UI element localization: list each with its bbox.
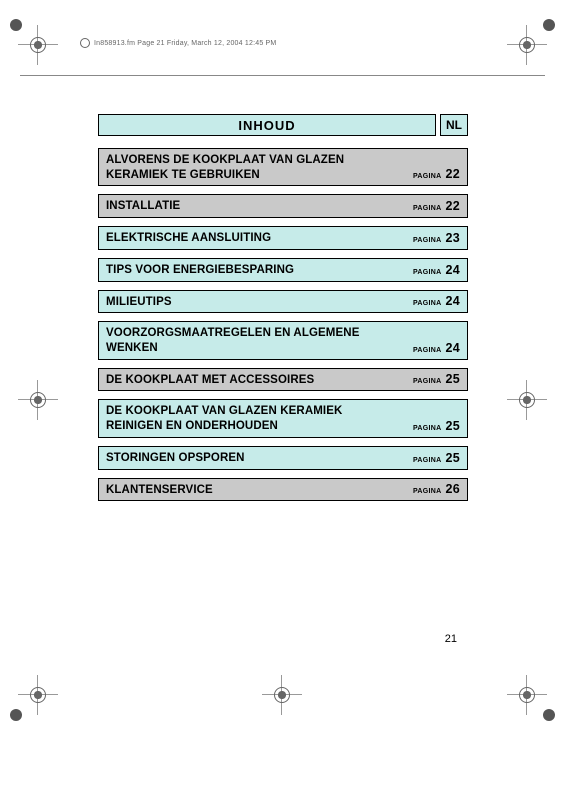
page-number: 21	[445, 633, 457, 645]
toc-row: INSTALLATIE PAGINA 22	[98, 194, 468, 218]
toc-title: MILIEUTIPS	[106, 295, 382, 310]
toc-page: PAGINA 26	[413, 481, 460, 497]
toc-row: ALVORENS DE KOOKPLAAT VAN GLAZEN KERAMIE…	[98, 148, 468, 186]
toc-page: PAGINA 25	[413, 418, 460, 434]
toc-page: PAGINA 22	[413, 166, 460, 182]
toc-title: ELEKTRISCHE AANSLUITING	[106, 231, 382, 246]
crop-mark-icon	[18, 675, 58, 715]
toc-row: TIPS VOOR ENERGIEBESPARING PAGINA 24	[98, 258, 468, 282]
toc-title: VOORZORGSMAATREGELEN EN ALGEMENE WENKEN	[106, 326, 382, 355]
toc-title: ALVORENS DE KOOKPLAAT VAN GLAZEN KERAMIE…	[106, 153, 382, 182]
divider	[20, 75, 545, 76]
toc-row: STORINGEN OPSPOREN PAGINA 25	[98, 446, 468, 470]
toc-title: STORINGEN OPSPOREN	[106, 451, 382, 466]
title-row: INHOUD NL	[98, 114, 468, 136]
toc-page: PAGINA 25	[413, 450, 460, 466]
toc-page: PAGINA 24	[413, 262, 460, 278]
toc-row: KLANTENSERVICE PAGINA 26	[98, 478, 468, 502]
toc-row: DE KOOKPLAAT MET ACCESSOIRES PAGINA 25	[98, 368, 468, 392]
toc-row: MILIEUTIPS PAGINA 24	[98, 290, 468, 314]
toc-page: PAGINA 24	[413, 293, 460, 309]
crop-mark-icon	[262, 675, 302, 715]
toc-row: ELEKTRISCHE AANSLUITING PAGINA 23	[98, 226, 468, 250]
page-title: INHOUD	[98, 114, 436, 136]
toc-page: PAGINA 25	[413, 371, 460, 387]
language-badge: NL	[440, 114, 468, 136]
toc-title: TIPS VOOR ENERGIEBESPARING	[106, 263, 382, 278]
toc-content: INHOUD NL ALVORENS DE KOOKPLAAT VAN GLAZ…	[98, 114, 468, 509]
toc-row: DE KOOKPLAAT VAN GLAZEN KERAMIEK REINIGE…	[98, 399, 468, 437]
meta-text: In858913.fm Page 21 Friday, March 12, 20…	[94, 40, 276, 47]
toc-title: DE KOOKPLAAT MET ACCESSOIRES	[106, 373, 382, 388]
toc-page: PAGINA 23	[413, 230, 460, 246]
toc-page: PAGINA 22	[413, 198, 460, 214]
document-meta: In858913.fm Page 21 Friday, March 12, 20…	[80, 38, 276, 48]
crop-mark-icon	[18, 25, 58, 65]
toc-title: INSTALLATIE	[106, 199, 382, 214]
crop-mark-icon	[507, 675, 547, 715]
crop-mark-icon	[507, 380, 547, 420]
toc-page: PAGINA 24	[413, 340, 460, 356]
toc-row: VOORZORGSMAATREGELEN EN ALGEMENE WENKEN …	[98, 321, 468, 359]
crop-mark-icon	[18, 380, 58, 420]
crop-mark-icon	[507, 25, 547, 65]
page-frame: In858913.fm Page 21 Friday, March 12, 20…	[30, 30, 535, 710]
toc-title: KLANTENSERVICE	[106, 483, 382, 498]
toc-title: DE KOOKPLAAT VAN GLAZEN KERAMIEK REINIGE…	[106, 404, 382, 433]
